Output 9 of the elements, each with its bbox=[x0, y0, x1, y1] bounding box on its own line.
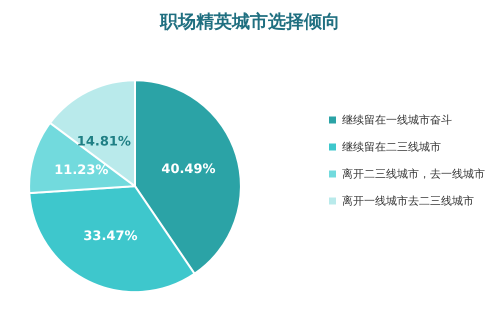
data-label: 11.23% bbox=[54, 162, 108, 178]
data-label: 40.49% bbox=[161, 162, 216, 178]
legend-label: 离开二三线城市，去一线城市 bbox=[342, 168, 485, 180]
data-label: 14.81% bbox=[76, 134, 131, 150]
chart-title: 职场精英城市选择倾向 bbox=[159, 12, 340, 32]
legend-label: 继续留在二三线城市 bbox=[342, 140, 441, 154]
legend-label: 继续留在一线城市奋斗 bbox=[342, 114, 452, 126]
data-label: 33.47% bbox=[83, 228, 138, 244]
legend-label: 离开一线城市去二三线城市 bbox=[342, 194, 474, 208]
